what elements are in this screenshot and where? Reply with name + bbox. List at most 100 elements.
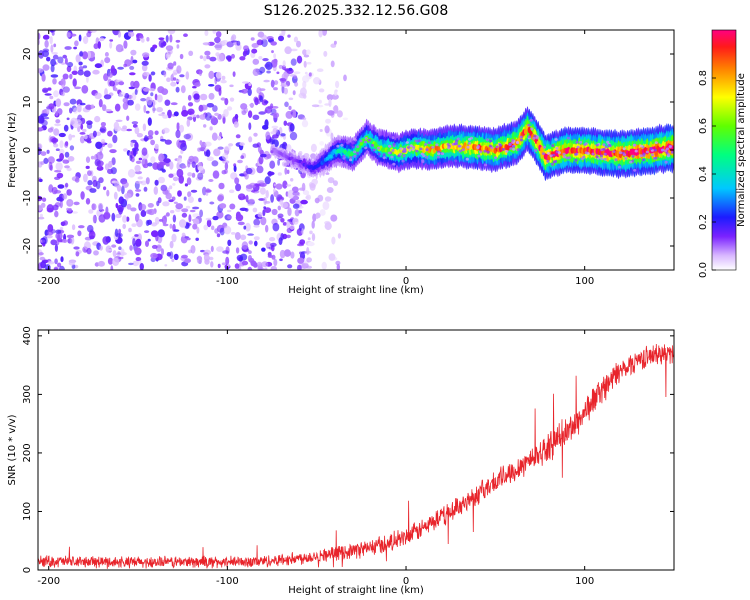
spectrogram-noise-cell <box>324 103 330 106</box>
spectrogram-noise-cell <box>136 38 141 42</box>
spectrogram-track-halo <box>665 147 670 151</box>
spectrogram-noise-cell <box>176 157 182 164</box>
spectrogram-noise-cell <box>63 102 70 107</box>
spectrogram-noise-cell <box>97 260 105 267</box>
spectrogram-noise-cell <box>187 102 194 107</box>
spectrogram-track-halo <box>632 143 637 147</box>
spectrogram-noise-cell <box>38 204 43 211</box>
spectrogram-track-halo <box>437 152 441 156</box>
spectrogram-noise-cell <box>270 131 277 135</box>
spectrogram-noise-cell <box>181 109 189 117</box>
spectrogram-noise-cell <box>151 230 159 238</box>
spectrogram-noise-cell <box>248 122 252 130</box>
spectrogram-y-tick-label: 10 <box>22 96 33 109</box>
spectrogram-noise-cell <box>133 148 137 157</box>
spectrogram-noise-cell <box>169 161 174 170</box>
spectrogram-noise-cell <box>206 156 214 161</box>
spectrogram-noise-cell <box>83 173 88 183</box>
spectrogram-track-halo <box>435 143 439 147</box>
spectrogram-noise-cell <box>104 57 111 64</box>
spectrogram-noise-cell <box>279 249 286 259</box>
spectrogram-track-halo <box>388 144 392 148</box>
spectrogram-noise-cell <box>176 79 181 83</box>
spectrogram-noise-cell <box>271 50 274 54</box>
spectrogram-noise-cell <box>52 204 59 211</box>
spectrogram-noise-cell <box>147 203 154 208</box>
spectrogram-track-halo <box>406 146 411 149</box>
spectrogram-track-halo <box>574 158 578 162</box>
spectrogram-noise-cell <box>337 233 341 239</box>
spectrogram-noise-cell <box>175 129 181 139</box>
spectrogram-noise-cell <box>107 257 114 265</box>
spectrogram-noise-cell <box>280 133 286 137</box>
spectrogram-noise-cell <box>165 162 170 167</box>
spectrogram-noise-cell <box>276 71 280 75</box>
spectrogram-noise-cell <box>184 258 192 264</box>
spectrogram-noise-cell <box>50 126 54 131</box>
spectrogram-noise-cell <box>112 134 118 144</box>
spectrogram-track-halo <box>495 145 499 149</box>
spectrogram-noise-cell <box>62 159 67 164</box>
spectrogram-track-halo <box>642 154 646 157</box>
spectrogram-noise-cell <box>235 183 242 192</box>
spectrogram-noise-cell <box>281 161 288 167</box>
spectrogram-noise-cell <box>195 237 199 241</box>
spectrogram-noise-cell <box>43 116 50 120</box>
spectrogram-noise-cell <box>252 58 260 65</box>
spectrogram-track-cell <box>329 154 333 159</box>
spectrogram-noise-cell <box>306 257 312 263</box>
spectrogram-noise-cell <box>286 169 290 174</box>
spectrogram-track-halo <box>498 143 502 147</box>
spectrogram-noise-cell <box>129 65 135 70</box>
spectrogram-noise-cell <box>171 233 177 243</box>
spectrogram-track-halo <box>579 140 583 144</box>
spectrogram-noise-cell <box>229 84 234 88</box>
spectrogram-noise-cell <box>278 35 284 42</box>
spectrogram-noise-cell <box>333 105 339 114</box>
spectrogram-track-halo <box>664 149 668 153</box>
spectrogram-track-halo <box>351 145 355 149</box>
spectrogram-noise-cell <box>159 161 167 166</box>
spectrogram-noise-cell <box>147 238 151 242</box>
spectrogram-track-halo <box>622 147 626 151</box>
spectrogram-noise-cell <box>64 182 69 188</box>
spectrogram-track-halo <box>600 157 604 161</box>
spectrogram-track-halo <box>603 152 607 156</box>
spectrogram-noise-cell <box>271 125 279 129</box>
spectrogram-noise-cell <box>298 187 306 191</box>
spectrogram-noise-cell <box>192 206 200 210</box>
spectrogram-noise-cell <box>38 178 43 183</box>
spectrogram-noise-cell <box>179 53 184 60</box>
spectrogram-noise-cell <box>221 262 227 266</box>
spectrogram-noise-cell <box>237 221 245 226</box>
spectrogram-noise-cell <box>228 143 234 147</box>
spectrogram-noise-cell <box>171 258 175 262</box>
spectrogram-noise-cell <box>168 199 174 203</box>
spectrogram-noise-cell <box>67 61 74 68</box>
spectrogram-noise-cell <box>173 229 180 232</box>
spectrogram-noise-cell <box>64 165 70 169</box>
spectrogram-noise-cell <box>330 60 335 68</box>
spectrogram-noise-cell <box>199 114 207 120</box>
spectrogram-noise-cell <box>169 223 173 229</box>
spectrogram-noise-cell <box>186 119 191 127</box>
spectrogram-noise-cell <box>237 159 243 164</box>
spectrogram-noise-cell <box>252 114 260 121</box>
spectrogram-noise-cell <box>127 99 134 106</box>
spectrogram-noise-cell <box>73 46 77 50</box>
spectrogram-noise-cell <box>204 64 211 69</box>
spectrogram-track-halo <box>639 154 643 158</box>
spectrogram-track-halo <box>356 151 360 155</box>
spectrogram-noise-cell <box>149 88 156 92</box>
spectrogram-noise-cell <box>99 151 103 156</box>
spectrogram-noise-cell <box>47 224 54 233</box>
spectrogram-noise-cell <box>234 232 241 240</box>
spectrogram-noise-cell <box>147 162 153 167</box>
spectrogram-noise-cell <box>220 97 226 101</box>
spectrogram-y-label: Frequency (Hz) <box>7 112 18 188</box>
spectrogram-track-halo <box>516 148 520 152</box>
spectrogram-track-halo <box>419 147 423 151</box>
spectrogram-noise-cell <box>99 128 106 133</box>
spectrogram-noise-cell <box>51 137 59 143</box>
spectrogram-noise-cell <box>281 30 286 37</box>
